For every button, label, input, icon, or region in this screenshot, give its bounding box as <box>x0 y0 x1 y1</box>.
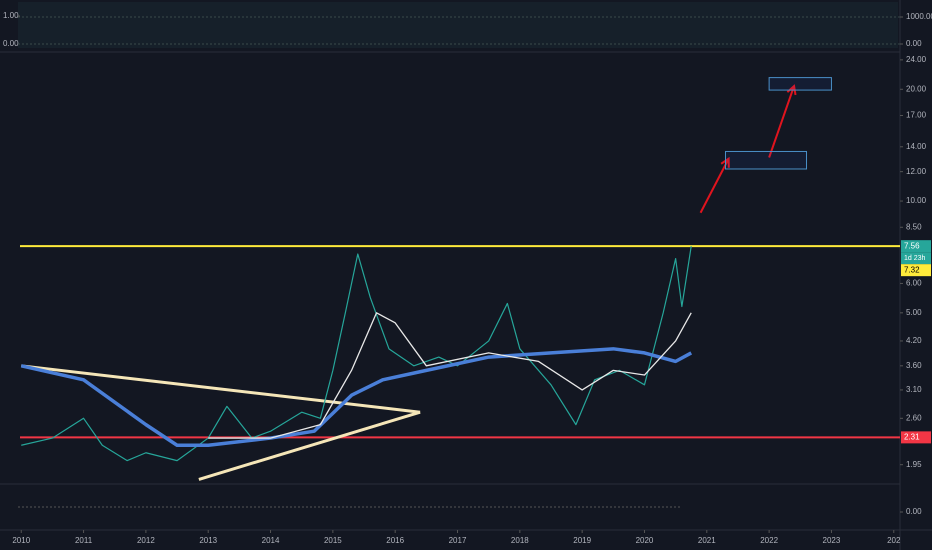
x-tick-label: 2019 <box>573 536 591 545</box>
x-tick-label: 2011 <box>75 536 93 545</box>
x-tick-label: 2023 <box>823 536 841 545</box>
y-tick-label: 6.00 <box>906 279 922 288</box>
price-label: 2.31 <box>904 432 920 441</box>
countdown: 1d 23h <box>904 255 926 262</box>
y-tick-label: 17.00 <box>906 111 927 120</box>
x-tick-label: 2016 <box>386 536 404 545</box>
top-right-tick-label: 0.00 <box>906 39 922 48</box>
y-tick-label: 20.00 <box>906 84 927 93</box>
price-label-box <box>901 240 931 253</box>
x-tick-label: 2015 <box>324 536 342 545</box>
arrow-head <box>720 156 730 168</box>
y-tick-label: 8.50 <box>906 222 922 231</box>
trendline <box>21 364 421 414</box>
countdown-box <box>901 252 931 265</box>
x-tick-label: 2012 <box>137 536 155 545</box>
y-tick-label: 4.20 <box>906 336 922 345</box>
x-tick-label: 2022 <box>760 536 778 545</box>
x-tick-label: 2017 <box>449 536 467 545</box>
top-panel <box>18 2 898 48</box>
series-line <box>21 246 692 462</box>
series-line <box>208 312 692 439</box>
x-tick-label: 202 <box>887 536 901 545</box>
arrow <box>768 85 795 158</box>
arrow <box>699 158 730 214</box>
price-label-box <box>901 431 931 444</box>
price-label-box <box>901 264 931 277</box>
y-tick-label: 1.95 <box>906 460 922 469</box>
x-tick-label: 2014 <box>262 536 280 545</box>
x-tick-label: 2021 <box>698 536 716 545</box>
y-tick-label: 14.00 <box>906 142 927 151</box>
x-tick-label: 2013 <box>199 536 217 545</box>
top-right-tick-label: 1000.00 <box>906 12 932 21</box>
target-box <box>768 77 832 91</box>
y-tick-label: 3.60 <box>906 361 922 370</box>
y-tick-label: 24.00 <box>906 55 927 64</box>
y-tick-label: 2.60 <box>906 413 922 422</box>
y-tick-label: 5.00 <box>906 308 922 317</box>
top-left-tick-label: 0.00 <box>3 39 19 48</box>
y-tick-label: 12.00 <box>906 167 927 176</box>
x-tick-label: 2020 <box>636 536 654 545</box>
bottom-tick-label: 0.00 <box>906 507 922 516</box>
trendline <box>198 410 421 481</box>
price-label: 7.56 <box>904 241 920 250</box>
y-tick-label: 10.00 <box>906 196 927 205</box>
y-tick-label: 3.10 <box>906 385 922 394</box>
price-label: 7.32 <box>904 265 920 274</box>
series-line <box>20 347 693 447</box>
x-tick-label: 2010 <box>12 536 30 545</box>
x-tick-label: 2018 <box>511 536 529 545</box>
top-left-tick-label: 1.00 <box>3 11 19 20</box>
target-box <box>724 150 808 170</box>
